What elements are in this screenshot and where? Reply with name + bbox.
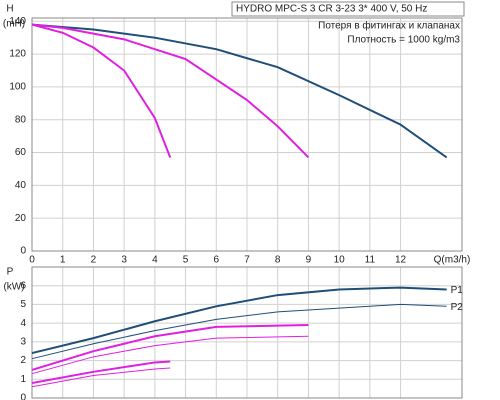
y-axis-label: H xyxy=(6,4,13,15)
x-tick-label: 7 xyxy=(244,255,250,266)
x-tick-label: 8 xyxy=(275,255,281,266)
x-tick-label: 5 xyxy=(183,255,189,266)
curve xyxy=(31,303,447,360)
y-tick-label: 1 xyxy=(20,374,26,385)
y-tick-label: 60 xyxy=(15,147,27,158)
x-axis-label: Q(m3/h) xyxy=(434,255,471,266)
y-tick-label: 100 xyxy=(9,82,26,93)
curve xyxy=(31,335,309,375)
y-tick-label: 140 xyxy=(9,16,26,27)
x-tick-label: 2 xyxy=(91,255,97,266)
x-tick-label: 9 xyxy=(306,255,312,266)
title-box xyxy=(231,1,465,17)
y-tick-label: 20 xyxy=(15,213,27,224)
y-tick-label: 80 xyxy=(15,114,27,125)
curve xyxy=(31,286,447,355)
x-tick-label: 4 xyxy=(152,255,158,266)
y-tick-label: 4 xyxy=(20,318,26,329)
y-tick-label: 40 xyxy=(15,180,27,191)
annotation: Плотность = 1000 kg/m3 xyxy=(347,35,460,46)
y-axis-unit: (mH) xyxy=(3,19,25,30)
x-tick-label: 11 xyxy=(365,255,376,266)
x-tick-label: 10 xyxy=(334,255,346,266)
x-tick-label: 3 xyxy=(121,255,127,266)
annotation: Потеря в фитингах и клапанах xyxy=(318,20,460,32)
y-tick-label: 120 xyxy=(9,49,26,60)
x-tick-label: 6 xyxy=(214,255,220,266)
curve xyxy=(31,23,172,158)
x-tick-label: 12 xyxy=(395,255,407,266)
y-axis-unit: (kW) xyxy=(3,282,24,293)
y-tick-label: 3 xyxy=(20,336,26,347)
y-tick-label: 6 xyxy=(20,280,26,291)
y-axis-label: P xyxy=(7,267,14,278)
curve xyxy=(31,23,310,159)
x-tick-label: 0 xyxy=(29,255,35,266)
plot-frame xyxy=(31,266,463,399)
series-label: P1 xyxy=(451,285,464,296)
curve xyxy=(31,23,448,159)
series-label: P2 xyxy=(451,302,464,313)
plot-frame xyxy=(31,17,463,252)
curve xyxy=(31,324,309,371)
y-tick-label: 0 xyxy=(20,246,26,257)
y-tick-label: 2 xyxy=(20,355,26,366)
y-tick-label: 0 xyxy=(20,393,26,400)
chart-title: HYDRO MPC-S 3 CR 3-23 3* 400 V, 50 Hz xyxy=(236,4,427,15)
curve xyxy=(31,367,171,388)
y-tick-label: 5 xyxy=(20,299,26,310)
curve xyxy=(31,360,171,385)
x-tick-label: 1 xyxy=(60,255,66,266)
